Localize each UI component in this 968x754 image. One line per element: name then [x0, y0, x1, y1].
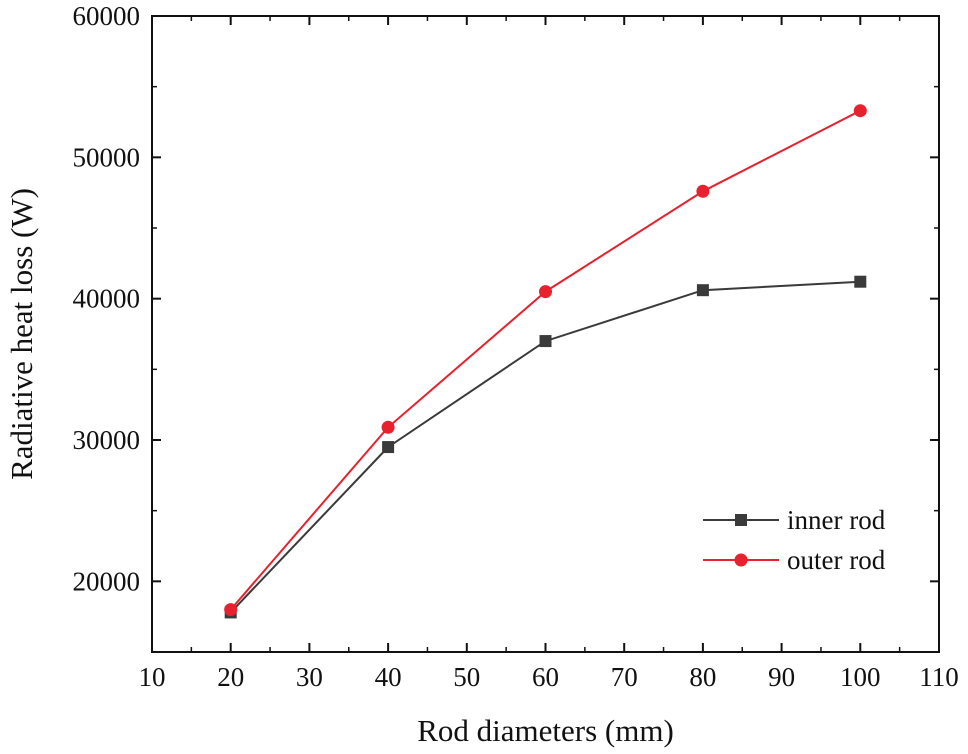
- data-point-inner-rod: [382, 441, 395, 454]
- data-point-outer-rod: [853, 104, 867, 118]
- legend-marker-inner-rod: [735, 514, 747, 526]
- data-point-inner-rod: [696, 284, 709, 297]
- x-tick-label: 60: [532, 662, 559, 692]
- data-point-outer-rod: [539, 285, 552, 299]
- x-tick-label: 20: [217, 662, 244, 692]
- x-tick-label: 70: [611, 662, 638, 692]
- data-point-outer-rod: [696, 184, 710, 198]
- axis-ticks: [151, 15, 940, 652]
- legend-marker-outer-rod: [734, 553, 748, 567]
- series-inner-rod: [224, 275, 867, 619]
- legend-label-inner-rod: inner rod: [787, 505, 886, 535]
- x-tick-label: 80: [689, 662, 716, 692]
- x-tick-label: 90: [768, 662, 795, 692]
- x-tick-label: 40: [375, 662, 402, 692]
- y-tick-label: 30000: [73, 425, 141, 455]
- x-axis-title: Rod diameters (mm): [417, 713, 674, 748]
- x-tick-labels: 10 20 30 40 50 60 70 80 90 100 110: [139, 662, 959, 692]
- series-line-inner-rod: [229, 280, 861, 614]
- x-tick-label: 10: [139, 662, 166, 692]
- y-tick-label: 50000: [73, 142, 141, 172]
- y-tick-label: 20000: [73, 566, 141, 596]
- data-point-outer-rod: [224, 603, 238, 617]
- x-tick-label: 100: [840, 662, 881, 692]
- y-axis-title: Radiative heat loss (W): [4, 188, 39, 480]
- series-outer-rod: [224, 104, 867, 617]
- data-point-inner-rod: [854, 275, 867, 288]
- x-tick-label: 50: [453, 662, 480, 692]
- y-tick-label: 40000: [73, 284, 141, 314]
- x-tick-label: 110: [919, 662, 959, 692]
- y-tick-label: 60000: [73, 1, 141, 31]
- series-layer: [224, 104, 867, 619]
- x-tick-label: 30: [296, 662, 323, 692]
- data-point-inner-rod: [539, 335, 552, 348]
- y-tick-labels: 20000 30000 40000 50000 60000: [73, 1, 141, 596]
- legend-label-outer-rod: outer rod: [787, 545, 886, 575]
- series-line-outer-rod: [229, 109, 861, 611]
- data-point-outer-rod: [381, 420, 395, 434]
- legend: inner rod outer rod: [703, 505, 886, 575]
